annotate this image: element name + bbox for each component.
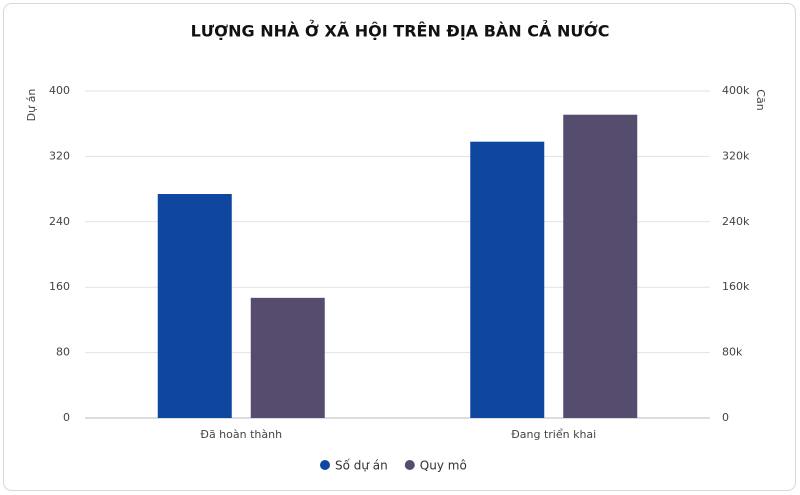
y2-tick-label: 320k [722, 149, 750, 162]
y-tick-label: 400 [49, 84, 70, 97]
y2-tick-label: 240k [722, 215, 750, 228]
y2-tick-label: 80k [722, 346, 743, 359]
y-axis-title: Dự án [25, 89, 38, 122]
x-tick-label: Đang triển khai [511, 428, 596, 441]
bar [250, 297, 325, 418]
bar [470, 141, 545, 418]
y-tick-label: 0 [63, 411, 70, 424]
bar [563, 114, 638, 419]
y-tick-label: 160 [49, 280, 70, 293]
chart-title: LƯỢNG NHÀ Ở XÃ HỘI TRÊN ĐỊA BÀN CẢ NƯỚC [191, 20, 610, 41]
y2-axis-title: Căn [754, 89, 767, 110]
y2-tick-label: 160k [722, 280, 750, 293]
x-tick-label: Đã hoàn thành [200, 428, 282, 441]
card-border [3, 3, 796, 491]
legend-marker [404, 460, 415, 470]
y-tick-label: 80 [56, 346, 70, 359]
legend-label: Quy mô [420, 459, 467, 473]
y2-tick-label: 400k [722, 84, 750, 97]
y2-tick-label: 0 [722, 411, 729, 424]
legend-label: Số dự án [335, 459, 388, 473]
y-tick-label: 320 [49, 149, 70, 162]
bar [157, 194, 232, 418]
y-tick-label: 240 [49, 215, 70, 228]
legend-marker [320, 460, 330, 470]
